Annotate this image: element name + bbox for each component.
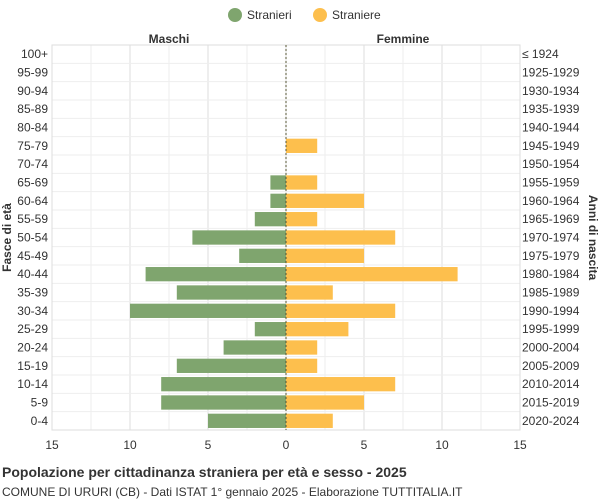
bar-straniere-65-69[interactable]	[286, 175, 318, 190]
birth-year-label: 2015-2019	[522, 396, 580, 410]
birth-year-label: 2000-2004	[522, 341, 580, 355]
bar-stranieri-50-54[interactable]	[192, 230, 286, 245]
birth-year-label: 1965-1969	[522, 212, 580, 226]
bar-straniere-35-39[interactable]	[286, 285, 333, 300]
birth-year-label: 1975-1979	[522, 249, 580, 263]
bar-straniere-10-14[interactable]	[286, 377, 396, 392]
birth-year-label: 1990-1994	[522, 304, 580, 318]
bar-straniere-60-64[interactable]	[286, 193, 364, 208]
bar-stranieri-30-34[interactable]	[130, 303, 286, 318]
x-axis-tick-labels: 15 10 5 0 5 10 15	[45, 438, 527, 452]
age-group-label: 70-74	[17, 157, 48, 171]
x-tick-label: 10	[123, 438, 137, 452]
bar-stranieri-40-44[interactable]	[145, 267, 286, 282]
age-group-label: 65-69	[17, 176, 48, 190]
legend-label: Stranieri	[247, 8, 292, 22]
birth-year-label: 2020-2024	[522, 414, 580, 428]
age-group-label: 25-29	[17, 322, 48, 336]
birth-year-label: 1935-1939	[522, 102, 580, 116]
age-group-label: 30-34	[17, 304, 48, 318]
bar-stranieri-65-69[interactable]	[270, 175, 286, 190]
legend-item-straniere[interactable]: Straniere	[313, 8, 381, 22]
bar-straniere-20-24[interactable]	[286, 340, 318, 355]
age-group-label: 35-39	[17, 286, 48, 300]
birth-year-label: 1930-1934	[522, 84, 580, 98]
legend-label: Straniere	[332, 8, 381, 22]
x-tick-label: 15	[513, 438, 527, 452]
birth-year-label: 1955-1959	[522, 176, 580, 190]
age-group-label: 100+	[21, 47, 48, 61]
birth-year-label: 1995-1999	[522, 322, 580, 336]
x-tick-label: 5	[205, 438, 212, 452]
age-group-label: 85-89	[17, 102, 48, 116]
birth-year-labels: ≤ 1924 1925-1929 1930-1934 1935-1939 1940-19…	[522, 47, 580, 428]
age-group-label: 50-54	[17, 231, 48, 245]
age-group-label: 55-59	[17, 212, 48, 226]
birth-year-label: 1940-1944	[522, 121, 580, 135]
chart-subtitle: COMUNE DI URURI (CB) - Dati ISTAT 1° gen…	[2, 485, 463, 499]
birth-year-label: 1945-1949	[522, 139, 580, 153]
birth-year-label: 1985-1989	[522, 286, 580, 300]
bar-straniere-5-9[interactable]	[286, 395, 364, 410]
bar-stranieri-45-49[interactable]	[239, 248, 286, 263]
population-pyramid-chart: Stranieri Straniere Maschi Femmine 100+ 95…	[0, 8, 600, 452]
age-group-label: 75-79	[17, 139, 48, 153]
birth-year-label: ≤ 1924	[522, 47, 559, 61]
bar-stranieri-0-4[interactable]	[208, 413, 286, 428]
bar-straniere-25-29[interactable]	[286, 322, 349, 337]
age-group-label: 0-4	[31, 414, 49, 428]
age-group-label: 15-19	[17, 359, 48, 373]
bar-straniere-40-44[interactable]	[286, 267, 458, 282]
bar-stranieri-55-59[interactable]	[254, 212, 286, 227]
legend-swatch	[228, 8, 242, 22]
x-tick-label: 10	[435, 438, 449, 452]
birth-year-label: 1925-1929	[522, 66, 580, 80]
birth-year-label: 2010-2014	[522, 377, 580, 391]
x-tick-label: 5	[361, 438, 368, 452]
bar-stranieri-20-24[interactable]	[223, 340, 286, 355]
y-axis-title-right: Anni di nascita	[586, 195, 600, 281]
males-header: Maschi	[149, 32, 190, 46]
legend-swatch	[313, 8, 327, 22]
bar-straniere-15-19[interactable]	[286, 358, 318, 373]
y-axis-title-left: Fasce di età	[0, 203, 14, 272]
females-header: Femmine	[377, 32, 430, 46]
age-group-label: 40-44	[17, 267, 48, 281]
chart-title: Popolazione per cittadinanza straniera p…	[2, 464, 407, 480]
birth-year-label: 1980-1984	[522, 267, 580, 281]
age-group-label: 20-24	[17, 341, 48, 355]
bar-stranieri-25-29[interactable]	[254, 322, 286, 337]
age-group-label: 5-9	[31, 396, 49, 410]
bar-stranieri-10-14[interactable]	[161, 377, 286, 392]
bars	[130, 138, 458, 428]
bar-stranieri-15-19[interactable]	[176, 358, 286, 373]
age-group-label: 10-14	[17, 377, 48, 391]
birth-year-label: 1970-1974	[522, 231, 580, 245]
bar-stranieri-5-9[interactable]	[161, 395, 286, 410]
age-group-label: 60-64	[17, 194, 48, 208]
bar-straniere-75-79[interactable]	[286, 138, 318, 153]
bar-straniere-30-34[interactable]	[286, 303, 396, 318]
bar-straniere-50-54[interactable]	[286, 230, 396, 245]
age-group-label: 45-49	[17, 249, 48, 263]
x-tick-label: 0	[283, 438, 290, 452]
bar-stranieri-35-39[interactable]	[176, 285, 286, 300]
bar-straniere-55-59[interactable]	[286, 212, 318, 227]
birth-year-label: 2005-2009	[522, 359, 580, 373]
birth-year-label: 1960-1964	[522, 194, 580, 208]
legend: Stranieri Straniere	[228, 8, 381, 22]
age-group-label: 80-84	[17, 121, 48, 135]
bar-stranieri-60-64[interactable]	[270, 193, 286, 208]
bar-straniere-45-49[interactable]	[286, 248, 364, 263]
legend-item-stranieri[interactable]: Stranieri	[228, 8, 292, 22]
birth-year-label: 1950-1954	[522, 157, 580, 171]
x-tick-label: 15	[45, 438, 59, 452]
age-group-label: 90-94	[17, 84, 48, 98]
age-group-label: 95-99	[17, 66, 48, 80]
age-group-labels: 100+ 95-99 90-94 85-89 80-84 75-79 70-74 65-69 6…	[17, 47, 48, 428]
bar-straniere-0-4[interactable]	[286, 413, 333, 428]
